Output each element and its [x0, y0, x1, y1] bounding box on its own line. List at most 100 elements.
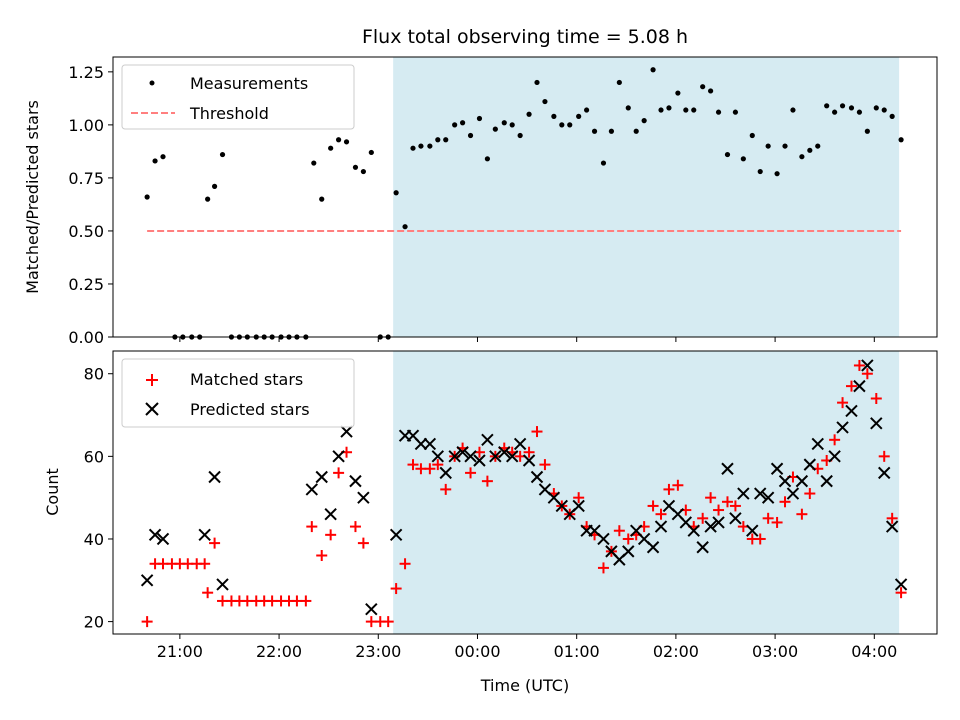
measurement-point	[724, 151, 731, 158]
predicted-star-point	[786, 487, 800, 500]
predicted-star-point	[198, 528, 211, 542]
measurement-point	[393, 190, 399, 196]
matched-star-point	[333, 467, 345, 479]
predicted-star-point	[622, 545, 635, 558]
measurement-point	[152, 158, 158, 164]
top-y-axis-label: Matched/Predicted stars	[23, 100, 42, 294]
matched-star-point	[771, 516, 783, 528]
predicted-star-point	[836, 421, 849, 434]
predicted-star-point	[332, 450, 345, 463]
x-tick-label: 21:00	[157, 642, 203, 661]
matched-star-point	[357, 537, 369, 549]
top-legend: Measurements Threshold	[121, 64, 355, 130]
matched-star-point	[804, 488, 816, 500]
measurement-point	[824, 103, 830, 109]
top-chart-title: Flux total observing time = 5.08 h	[362, 26, 688, 48]
measurement-point	[799, 154, 805, 160]
measurement-point	[600, 160, 607, 166]
measurement-point	[873, 105, 879, 111]
measurement-point	[328, 145, 334, 151]
measurement-point	[219, 151, 226, 158]
measurement-point	[576, 113, 582, 119]
predicted-star-point	[721, 462, 734, 475]
predicted-star-point	[696, 541, 709, 554]
measurement-point	[666, 105, 672, 111]
measurement-point	[864, 128, 870, 134]
measurement-point	[625, 105, 631, 111]
measurement-point	[584, 107, 590, 113]
measurement-point	[484, 156, 491, 162]
measurement-points	[144, 67, 904, 340]
bottom-shaded-region	[393, 351, 900, 634]
predicted-star-point	[870, 417, 883, 430]
matched-star-point	[622, 533, 634, 545]
top-legend-box	[121, 64, 355, 130]
measurement-point	[641, 118, 647, 124]
measurement-point	[211, 183, 218, 189]
predicted-star-point	[439, 466, 452, 480]
matched-star-point	[199, 558, 211, 570]
bottom-panel: 20 40 60 80 21:00 22:00 23:00 00:00 01:00 02:00 0…	[43, 350, 938, 695]
measurement-point	[591, 128, 598, 134]
legend-predicted-marker	[145, 402, 159, 416]
matched-star-point	[762, 512, 774, 524]
predicted-star-point	[140, 574, 154, 587]
y-tick-label: 0.75	[68, 169, 104, 188]
matched-star-point	[539, 459, 551, 471]
predicted-star-point	[365, 603, 378, 616]
y-tick-label: 0.00	[68, 328, 104, 347]
predicted-star-point	[746, 524, 759, 537]
measurement-point	[650, 67, 656, 73]
matched-star-point	[306, 521, 318, 533]
matched-star-point	[440, 483, 452, 495]
matched-star-point	[523, 446, 535, 458]
measurement-point	[459, 120, 466, 126]
measurement-point	[335, 137, 342, 143]
predicted-star-point	[778, 474, 792, 488]
y-tick-label: 60	[84, 447, 104, 466]
matched-star-point	[432, 459, 444, 471]
measurement-point	[534, 79, 540, 86]
predicted-star-point	[803, 458, 817, 471]
measurement-point	[567, 122, 573, 128]
predicted-star-point	[324, 507, 337, 521]
predicted-star-point	[423, 437, 437, 451]
matched-star-point	[465, 467, 477, 479]
bottom-x-axis-label: Time (UTC)	[480, 676, 569, 695]
measurement-point	[319, 196, 325, 202]
predicted-star-point	[448, 450, 461, 463]
matched-star-point	[316, 550, 328, 562]
predicted-star-point	[572, 499, 585, 513]
measurement-point	[740, 156, 746, 162]
predicted-star-point	[646, 541, 660, 554]
matched-star-point	[886, 512, 898, 524]
predicted-star-point	[340, 425, 353, 438]
matched-star-point	[647, 500, 659, 512]
x-tick-label: 02:00	[653, 642, 699, 661]
matched-star-point	[390, 583, 402, 595]
measurement-point	[700, 84, 706, 90]
predicted-star-point	[489, 450, 502, 463]
predicted-star-point	[315, 470, 328, 484]
measurement-point	[144, 194, 150, 200]
matched-stars-points	[141, 359, 907, 628]
measurement-point	[898, 137, 904, 143]
predicted-star-point	[481, 433, 494, 447]
x-tick-label: 23:00	[355, 642, 401, 661]
bottom-axes-frame	[112, 350, 938, 635]
matched-star-point	[382, 616, 394, 628]
measurement-point	[691, 107, 697, 113]
top-y-ticks: 0.00 0.25 0.50 0.75 1.00 1.25	[68, 63, 113, 347]
predicted-stars-points	[140, 359, 908, 616]
predicted-star-point	[357, 491, 370, 504]
matched-star-point	[729, 500, 741, 512]
measurement-point	[839, 103, 846, 109]
matched-star-point	[721, 496, 733, 508]
predicted-star-point	[754, 487, 767, 500]
measurement-point	[757, 168, 763, 175]
predicted-star-point	[530, 470, 544, 484]
predicted-star-point	[349, 474, 362, 488]
x-tick-label: 01:00	[554, 642, 600, 661]
measurement-point	[807, 147, 813, 153]
measurement-point	[715, 109, 722, 115]
